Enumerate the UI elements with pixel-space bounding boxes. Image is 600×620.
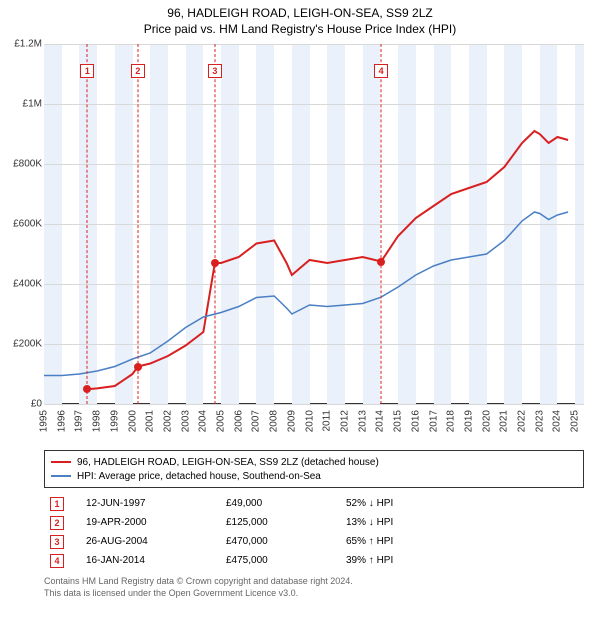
- x-axis-label: 2008: [269, 408, 280, 432]
- y-axis-label: £1M: [2, 99, 42, 110]
- footer-line: This data is licensed under the Open Gov…: [44, 588, 584, 600]
- legend-item: HPI: Average price, detached house, Sout…: [51, 469, 577, 483]
- sale-marker-line: [137, 44, 138, 404]
- y-axis-label: £0: [2, 399, 42, 410]
- x-axis-label: 2020: [481, 408, 492, 432]
- sale-number-box: 2: [50, 516, 64, 530]
- sales-row: 4 16-JAN-2014 £475,000 39% ↑ HPI: [44, 551, 584, 570]
- x-axis-label: 2001: [145, 408, 156, 432]
- sale-marker-box: 1: [80, 64, 94, 78]
- sale-dot: [134, 363, 142, 371]
- legend-item: 96, HADLEIGH ROAD, LEIGH-ON-SEA, SS9 2LZ…: [51, 455, 577, 469]
- x-axis-label: 2022: [517, 408, 528, 432]
- series-line-property: [87, 131, 568, 389]
- x-axis-label: 2003: [180, 408, 191, 432]
- y-axis-label: £800K: [2, 159, 42, 170]
- x-axis-label: 2011: [322, 408, 333, 432]
- x-axis-label: 2000: [127, 408, 138, 432]
- sale-pct-vs-hpi: 65% ↑ HPI: [346, 536, 466, 547]
- sale-dot: [211, 259, 219, 267]
- x-axis-label: 2007: [251, 408, 262, 432]
- page-title: 96, HADLEIGH ROAD, LEIGH-ON-SEA, SS9 2LZ: [0, 0, 600, 20]
- sale-number-box: 4: [50, 554, 64, 568]
- sale-date: 19-APR-2000: [86, 517, 216, 528]
- sale-dot: [83, 385, 91, 393]
- sale-dot: [377, 258, 385, 266]
- x-axis-label: 2021: [499, 408, 510, 432]
- x-axis-label: 2014: [375, 408, 386, 432]
- x-axis-label: 2025: [570, 408, 581, 432]
- x-axis-label: 1996: [56, 408, 67, 432]
- chart-plot-area: 1234 £0£200K£400K£600K£800K£1M£1.2M19951…: [44, 44, 584, 404]
- legend-label: HPI: Average price, detached house, Sout…: [77, 471, 321, 482]
- x-axis-label: 2019: [463, 408, 474, 432]
- sales-row: 1 12-JUN-1997 £49,000 52% ↓ HPI: [44, 494, 584, 513]
- sale-date: 26-AUG-2004: [86, 536, 216, 547]
- footer-line: Contains HM Land Registry data © Crown c…: [44, 576, 584, 588]
- sale-price: £125,000: [226, 517, 336, 528]
- x-axis-label: 2006: [233, 408, 244, 432]
- sale-marker-box: 2: [131, 64, 145, 78]
- x-axis-label: 2016: [410, 408, 421, 432]
- grid-line: [44, 404, 584, 405]
- x-axis-label: 2024: [552, 408, 563, 432]
- sale-marker-box: 3: [208, 64, 222, 78]
- x-axis-label: 2012: [339, 408, 350, 432]
- sale-price: £49,000: [226, 498, 336, 509]
- y-axis-label: £400K: [2, 279, 42, 290]
- x-axis-label: 1998: [92, 408, 103, 432]
- sale-number-box: 1: [50, 497, 64, 511]
- footer-attribution: Contains HM Land Registry data © Crown c…: [44, 576, 584, 599]
- x-axis-label: 2023: [534, 408, 545, 432]
- sale-price: £470,000: [226, 536, 336, 547]
- x-axis-label: 2017: [428, 408, 439, 432]
- legend-swatch: [51, 461, 71, 463]
- sale-date: 16-JAN-2014: [86, 555, 216, 566]
- legend-box: 96, HADLEIGH ROAD, LEIGH-ON-SEA, SS9 2LZ…: [44, 450, 584, 488]
- sale-pct-vs-hpi: 13% ↓ HPI: [346, 517, 466, 528]
- x-axis-label: 2005: [216, 408, 227, 432]
- legend-label: 96, HADLEIGH ROAD, LEIGH-ON-SEA, SS9 2LZ…: [77, 457, 379, 468]
- sale-marker-line: [214, 44, 215, 404]
- sale-pct-vs-hpi: 52% ↓ HPI: [346, 498, 466, 509]
- sale-pct-vs-hpi: 39% ↑ HPI: [346, 555, 466, 566]
- x-axis-label: 2015: [393, 408, 404, 432]
- y-axis-label: £1.2M: [2, 39, 42, 50]
- sale-date: 12-JUN-1997: [86, 498, 216, 509]
- sales-row: 2 19-APR-2000 £125,000 13% ↓ HPI: [44, 513, 584, 532]
- sale-marker-box: 4: [374, 64, 388, 78]
- sales-table: 1 12-JUN-1997 £49,000 52% ↓ HPI 2 19-APR-2000…: [44, 494, 584, 570]
- x-axis-label: 2013: [357, 408, 368, 432]
- x-axis-label: 2002: [162, 408, 173, 432]
- page-subtitle: Price paid vs. HM Land Registry's House …: [0, 20, 600, 42]
- sales-row: 3 26-AUG-2004 £470,000 65% ↑ HPI: [44, 532, 584, 551]
- x-axis-label: 2009: [286, 408, 297, 432]
- legend-swatch: [51, 475, 71, 477]
- chart-lines-svg: [44, 44, 584, 404]
- series-line-hpi: [44, 212, 568, 376]
- sale-marker-line: [381, 44, 382, 404]
- x-axis-label: 2010: [304, 408, 315, 432]
- sale-price: £475,000: [226, 555, 336, 566]
- sale-number-box: 3: [50, 535, 64, 549]
- y-axis-label: £600K: [2, 219, 42, 230]
- x-axis-label: 2018: [446, 408, 457, 432]
- x-axis-label: 1999: [109, 408, 120, 432]
- y-axis-label: £200K: [2, 339, 42, 350]
- x-axis-label: 1995: [39, 408, 50, 432]
- sale-marker-line: [87, 44, 88, 404]
- x-axis-label: 2004: [198, 408, 209, 432]
- x-axis-label: 1997: [74, 408, 85, 432]
